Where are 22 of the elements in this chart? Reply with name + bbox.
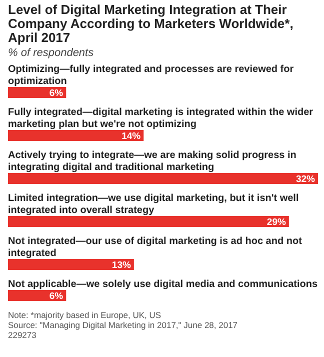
y-tick-label: Fully integrated—digital marketing is integrated within the wider marketing plan but we're not optimizing xyxy=(8,107,314,130)
data-label: 6% xyxy=(49,291,64,302)
chart-subtitle: % of respondents xyxy=(8,47,94,59)
bar xyxy=(8,216,289,227)
data-label: 29% xyxy=(266,217,286,228)
text: Note: *majority based in Europe, UK, US xyxy=(8,310,162,320)
bar xyxy=(8,173,318,184)
data-label: 6% xyxy=(49,88,64,99)
y-tick-label: Not integrated—our use of digital marketing is ad hoc and not integrated xyxy=(8,236,303,259)
bar xyxy=(8,259,134,270)
y-tick-label: Limited integration—we use digital marketing, but it isn't well integrated into overall strategy xyxy=(8,193,299,216)
bar xyxy=(8,130,144,141)
data-label: 14% xyxy=(122,131,142,142)
chart-title: Level of Digital Marketing Integration at Their Company According to Marketers Worldwide*, April 2017 xyxy=(8,2,294,45)
text: 229273 xyxy=(8,330,37,340)
y-tick-label: Actively trying to integrate—we are making solid progress in integrating digital and traditional marketing xyxy=(8,150,296,173)
y-tick-label: Not applicable—we solely use digital media and communications xyxy=(8,279,318,290)
y-tick-label: Optimizing—fully integrated and processes are reviewed for optimization xyxy=(8,64,294,87)
bar xyxy=(8,87,66,98)
data-label: 13% xyxy=(112,260,132,271)
data-label: 32% xyxy=(296,174,316,185)
source-note: Source: "Managing Digital Marketing in 2017," June 28, 2017 xyxy=(8,320,238,330)
